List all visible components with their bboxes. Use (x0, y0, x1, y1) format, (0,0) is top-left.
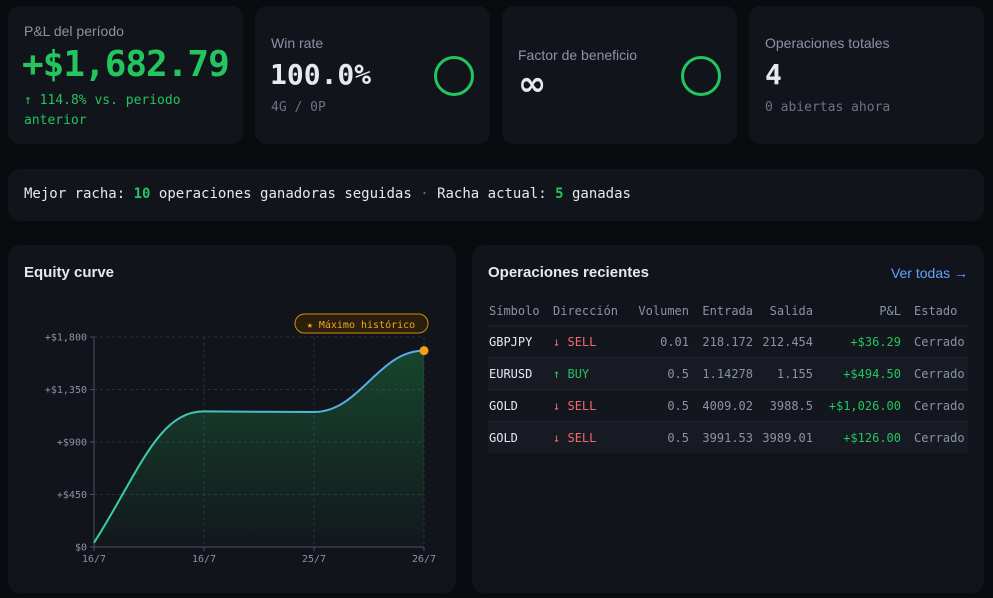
cell-exit: 212.454 (754, 325, 814, 358)
cell-pnl: +$126.00 (814, 421, 902, 453)
equity-chart: $0 +$450 +$900 +$1,350 +$1,800 16/7 16/7 25/7 26… (45, 313, 436, 565)
cell-symbol: GBPJPY (488, 325, 552, 358)
x-tick-label: 16/7 (192, 554, 216, 565)
kpi-pnl-card: P&L del período +$1,682.79 ↑ 114.8% vs. … (8, 6, 243, 144)
table-row[interactable]: EURUSD ↑ BUY 0.5 1.14278 1.155 +$494.50 Cerrad… (488, 357, 968, 390)
arrow-down-icon: ↓ (553, 398, 561, 413)
cell-symbol: EURUSD (488, 357, 552, 390)
cell-vol: 0.5 (632, 389, 690, 422)
cell-status: Cerrado (902, 421, 968, 453)
cell-entry: 3991.53 (690, 421, 754, 453)
cell-symbol: GOLD (488, 389, 552, 422)
kpi-pnl-value: +$1,682.79 (22, 44, 230, 85)
x-tick-label: 25/7 (302, 554, 326, 565)
cell-dir: ↓ SELL (552, 421, 632, 453)
cell-pnl: +$36.29 (814, 325, 902, 358)
col-header-exit[interactable]: Salida (769, 304, 813, 318)
cell-vol: 0.5 (632, 421, 690, 453)
table-header-row: Símbolo Dirección Volumen Entrada Salida… (488, 297, 968, 326)
kpi-total-ops-label: Operaciones totales (765, 35, 890, 51)
view-all-link[interactable]: Ver todas → (890, 265, 968, 281)
cell-dir: ↓ SELL (552, 389, 632, 422)
x-tick-label: 26/7 (412, 554, 436, 565)
kpi-pnl-change-line1: ↑ 114.8% vs. periodo (24, 93, 181, 108)
y-tick-label: +$450 (57, 490, 87, 501)
kpi-pnl-change: ↑ 114.8% vs. periodo anterior (24, 91, 181, 131)
y-tick-label: +$900 (57, 438, 87, 449)
arrow-down-icon: ↓ (553, 334, 561, 349)
kpi-winrate-label: Win rate (271, 35, 324, 51)
cell-status: Cerrado (902, 357, 968, 390)
kpi-pnl-change-line2: anterior (24, 113, 87, 128)
kpi-profit-factor-value: ∞ (518, 64, 547, 104)
streak-current-value: 5 (555, 186, 564, 202)
arrow-up-icon: ↑ (553, 366, 561, 381)
profit-factor-ring-icon (681, 56, 721, 96)
cell-vol: 0.01 (632, 325, 690, 358)
y-tick-label: +$1,350 (45, 385, 87, 396)
kpi-total-ops-card: Operaciones totales 4 0 abiertas ahora (749, 6, 984, 144)
table-row[interactable]: GBPJPY ↓ SELL 0.01 218.172 212.454 +$36.29 Cer… (488, 325, 968, 358)
kpi-total-ops-sub: 0 abiertas ahora (765, 100, 891, 115)
x-tick-label: 16/7 (82, 554, 106, 565)
equity-line (93, 349, 425, 544)
col-header-direction[interactable]: Dirección (553, 304, 619, 318)
kpi-profit-factor-label: Factor de beneficio (518, 47, 638, 63)
table-row[interactable]: GOLD ↓ SELL 0.5 3991.53 3989.01 +$126.00 Cerra… (488, 421, 968, 453)
cell-dir: ↑ BUY (552, 357, 632, 390)
cell-entry: 218.172 (690, 325, 754, 358)
cell-pnl: +$1,026.00 (814, 389, 902, 422)
y-tick-label: +$1,800 (45, 333, 87, 344)
recent-operations-table: Símbolo Dirección Volumen Entrada Salida… (488, 297, 968, 453)
streak-best-value: 10 (133, 186, 151, 202)
cell-pnl: +$494.50 (814, 357, 902, 390)
cell-exit: 3989.01 (754, 421, 814, 453)
kpi-total-ops-value: 4 (765, 58, 782, 91)
direction-label: SELL (567, 430, 597, 445)
streak-best-suffix: operaciones ganadoras seguidas (158, 186, 412, 202)
winrate-ring-icon (434, 56, 474, 96)
y-tick-label: $0 (75, 543, 87, 554)
equity-curve-card: Equity curve $0 +$450 +$900 +$1,350 +$1,800 1… (8, 245, 456, 593)
cell-exit: 1.155 (754, 357, 814, 390)
recent-operations-card: Operaciones recientes Ver todas → Símbol… (472, 245, 984, 593)
direction-label: SELL (567, 398, 597, 413)
peak-badge[interactable]: ★ Máximo histórico (294, 313, 429, 334)
kpi-winrate-card: Win rate 100.0% 4G / 0P (255, 6, 490, 144)
equity-curve-title: Equity curve (24, 264, 115, 281)
peak-badge-label: ★ Máximo histórico (307, 319, 415, 331)
direction-label: BUY (567, 366, 590, 381)
col-header-symbol[interactable]: Símbolo (489, 304, 540, 318)
cell-exit: 3988.5 (754, 389, 814, 422)
cell-status: Cerrado (902, 389, 968, 422)
cell-vol: 0.5 (632, 357, 690, 390)
streak-best-prefix: Mejor racha: (24, 186, 126, 202)
equity-area (94, 350, 424, 547)
streak-bar: Mejor racha: 10 operaciones ganadoras se… (8, 169, 984, 221)
col-header-pnl[interactable]: P&L (879, 304, 901, 318)
kpi-winrate-value: 100.0% (270, 58, 372, 91)
cell-status: Cerrado (902, 325, 968, 358)
col-header-entry[interactable]: Entrada (702, 304, 753, 318)
streak-current-suffix: ganadas (571, 186, 631, 202)
cell-entry: 4009.02 (690, 389, 754, 422)
cell-symbol: GOLD (488, 421, 552, 453)
cell-entry: 1.14278 (690, 357, 754, 390)
kpi-profit-factor-card: Factor de beneficio ∞ (502, 6, 737, 144)
recent-operations-title: Operaciones recientes (488, 264, 649, 281)
kpi-pnl-label: P&L del período (24, 23, 124, 39)
direction-label: SELL (567, 334, 597, 349)
cell-dir: ↓ SELL (552, 325, 632, 358)
streak-separator: · (420, 186, 429, 202)
streak-text: Mejor racha: 10 operaciones ganadoras se… (24, 186, 631, 202)
arrow-down-icon: ↓ (553, 430, 561, 445)
col-header-status[interactable]: Estado (914, 304, 958, 318)
col-header-volume[interactable]: Volumen (638, 304, 689, 318)
streak-current-prefix: Racha actual: (437, 186, 547, 202)
kpi-winrate-sub: 4G / 0P (271, 100, 326, 115)
table-row[interactable]: GOLD ↓ SELL 0.5 4009.02 3988.5 +$1,026.00 Cerr… (488, 389, 968, 422)
peak-marker[interactable] (419, 346, 429, 356)
